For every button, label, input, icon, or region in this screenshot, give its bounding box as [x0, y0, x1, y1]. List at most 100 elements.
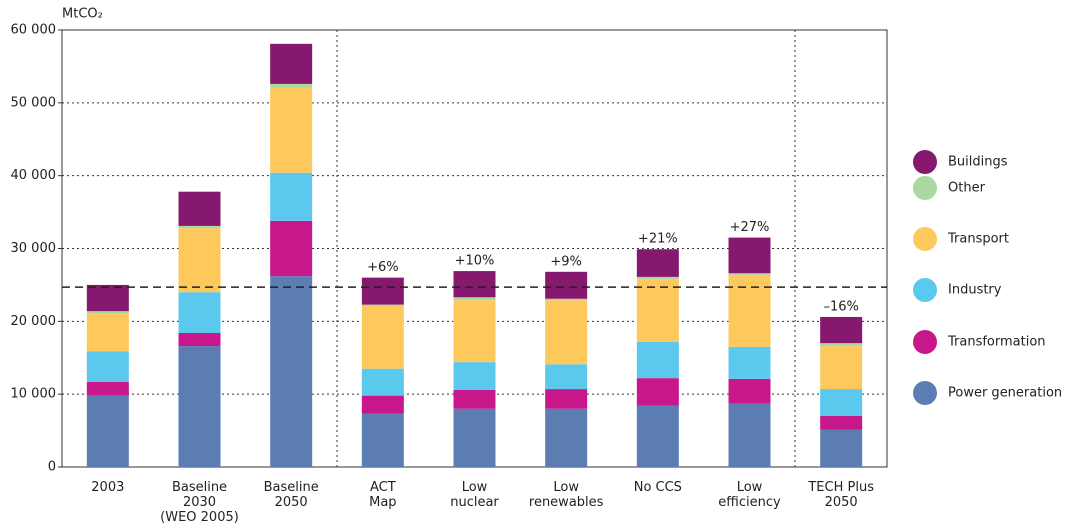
- x-tick-label-line: 2030: [183, 495, 216, 510]
- bar-segment: [636, 378, 679, 406]
- bar-segment: [178, 228, 221, 293]
- legend-label: Other: [948, 181, 986, 196]
- bar-segment: [545, 300, 588, 365]
- bar-segment: [545, 389, 588, 409]
- y-tick-label: 50 000: [11, 95, 57, 110]
- x-tick-label: 2003: [91, 480, 124, 495]
- y-tick-label: 0: [48, 460, 56, 475]
- x-tick-label-line: renewables: [529, 495, 604, 510]
- bar-segment: [361, 368, 404, 396]
- bar-segment: [453, 389, 496, 409]
- bar-segment: [820, 416, 863, 430]
- bar-segment: [361, 304, 404, 307]
- bar-segment: [270, 43, 313, 84]
- legend-label: Transformation: [947, 335, 1046, 350]
- bar-segment: [270, 87, 313, 173]
- bar-segment: [545, 271, 588, 299]
- bar-segment: [270, 83, 313, 88]
- bar-segment: [728, 346, 771, 379]
- x-tick-label-line: ACT: [370, 480, 396, 495]
- bar-segment: [728, 237, 771, 274]
- bar-segment: [453, 362, 496, 390]
- x-tick-label-line: Map: [369, 495, 396, 510]
- x-tick-label-line: 2050: [275, 495, 308, 510]
- x-tick-label: Low renewables: [529, 480, 604, 510]
- bar-segment: [86, 351, 129, 382]
- bar-segment: [636, 341, 679, 379]
- x-tick-label-line: Baseline: [264, 480, 319, 495]
- bar-annotation: +10%: [455, 254, 495, 269]
- legend-label: Industry: [948, 283, 1002, 298]
- y-axis-label: MtCO₂: [62, 7, 103, 22]
- bar-segment: [178, 332, 221, 347]
- x-tick-label-line: 2050: [825, 495, 858, 510]
- bar-segment: [728, 273, 771, 275]
- bar-segment: [636, 249, 679, 277]
- legend-label: Transport: [947, 232, 1009, 247]
- bar-segment: [178, 191, 221, 226]
- bar-segment: [545, 364, 588, 390]
- bar-segment: [453, 297, 496, 301]
- x-tick-label: TECH Plus 2050: [807, 480, 874, 510]
- bar-segment: [86, 311, 129, 314]
- bar-segment: [86, 284, 129, 312]
- x-tick-label: Low nuclear: [450, 480, 499, 510]
- x-tick-label-line: Low: [553, 480, 579, 495]
- legend-swatch: [913, 176, 937, 200]
- bar-segment: [178, 292, 221, 333]
- bar-annotation: +21%: [638, 232, 678, 247]
- bar-segment: [636, 279, 679, 342]
- y-tick-label: 20 000: [11, 314, 57, 329]
- bar-segment: [728, 274, 771, 347]
- bar-segment: [545, 408, 588, 467]
- legend-label: Power generation: [948, 386, 1062, 401]
- bar-segment: [820, 429, 863, 467]
- legend-swatch: [913, 227, 937, 251]
- bar-segment: [361, 413, 404, 467]
- bar-segment: [178, 346, 221, 467]
- x-tick-label-line: (WEO 2005): [160, 510, 239, 525]
- y-tick-label: 10 000: [11, 387, 57, 402]
- legend-swatch: [913, 278, 937, 302]
- bar-segment: [820, 343, 863, 347]
- bar-segment: [820, 316, 863, 344]
- bar-segment: [86, 313, 129, 352]
- bar-segment: [728, 378, 771, 404]
- bar-annotation: +6%: [367, 260, 399, 275]
- bar-segment: [361, 306, 404, 369]
- y-tick-label: 30 000: [11, 241, 57, 256]
- x-tick-label-line: TECH Plus: [807, 480, 874, 495]
- x-tick-label: ACT Map: [369, 480, 396, 510]
- bar-annotation: +9%: [550, 254, 582, 269]
- bar-annotation: –16%: [823, 299, 858, 314]
- bar-segment: [545, 298, 588, 301]
- legend-label: Buildings: [948, 155, 1008, 170]
- x-tick-label-line: efficiency: [718, 495, 781, 510]
- bar-segment: [86, 395, 129, 467]
- bar-segment: [270, 172, 313, 221]
- bar-segment: [270, 220, 313, 277]
- legend-swatch: [913, 381, 937, 405]
- x-tick-label: Baseline 2050: [264, 480, 319, 510]
- bar-segment: [820, 346, 863, 390]
- bar-segment: [361, 395, 404, 414]
- y-tick-label: 40 000: [11, 168, 57, 183]
- legend-swatch: [913, 330, 937, 354]
- legend-swatch: [913, 150, 937, 174]
- bar-segment: [728, 403, 771, 467]
- bar-segment: [453, 271, 496, 298]
- x-tick-label: Baseline 2030 (WEO 2005): [160, 480, 239, 525]
- x-tick-label: No CCS: [634, 480, 682, 495]
- x-tick-label-line: Low: [462, 480, 488, 495]
- bar-segment: [86, 381, 129, 396]
- x-tick-label-line: Low: [737, 480, 763, 495]
- bar-segment: [636, 405, 679, 467]
- bar-segment: [636, 276, 679, 280]
- x-tick-label-line: No CCS: [634, 480, 682, 495]
- bar-segment: [178, 225, 221, 229]
- bar-segment: [270, 276, 313, 467]
- bar-segment: [361, 277, 404, 305]
- x-tick-label: Low efficiency: [718, 480, 781, 510]
- y-tick-label: 60 000: [11, 23, 57, 38]
